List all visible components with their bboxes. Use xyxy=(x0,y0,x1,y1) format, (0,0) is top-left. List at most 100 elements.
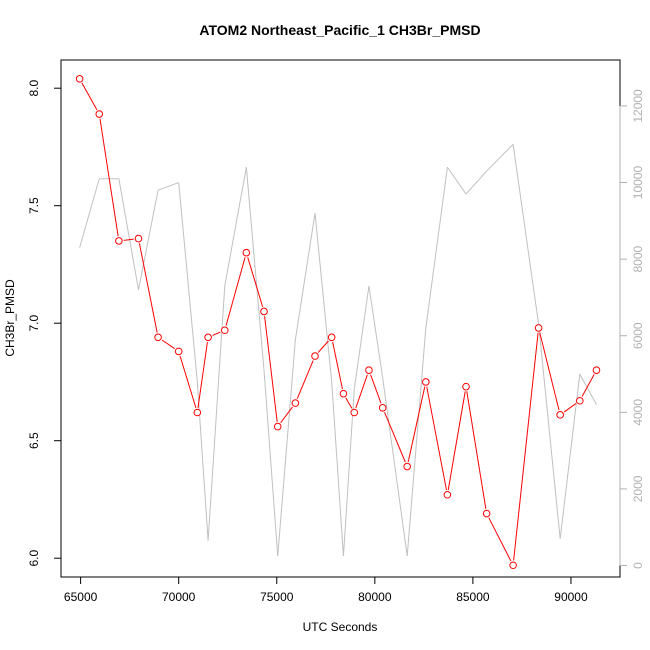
x-tick-label: 75000 xyxy=(260,590,294,604)
data-point-primary xyxy=(75,75,84,83)
series-secondary-segment xyxy=(406,328,427,556)
data-point-primary xyxy=(350,408,359,417)
series-secondary-segment xyxy=(342,389,355,556)
series-secondary-segment xyxy=(353,285,370,390)
series-secondary-segment xyxy=(579,373,597,405)
series-primary-segment xyxy=(466,391,487,509)
series-primary-segment xyxy=(280,406,293,424)
data-point-primary xyxy=(242,248,251,257)
y-tick-label: 7.0 xyxy=(27,315,41,332)
series-secondary-segment xyxy=(207,285,226,541)
data-point-primary xyxy=(291,399,300,407)
data-point-primary xyxy=(311,352,319,360)
series-primary-segment xyxy=(345,397,353,409)
x-tick-label: 85000 xyxy=(456,590,490,604)
series-primary-segment xyxy=(355,374,368,409)
y2-tick-label: 10000 xyxy=(631,166,645,200)
series-primary-segment xyxy=(332,341,343,390)
y2-tick-label: 12000 xyxy=(631,89,645,123)
series-secondary-segment xyxy=(446,166,467,195)
data-point-primary xyxy=(134,234,143,243)
data-point-primary xyxy=(509,561,517,570)
series-primary-segment xyxy=(212,331,221,336)
series-primary-segment xyxy=(179,355,197,409)
data-point-primary xyxy=(462,382,470,391)
series-primary-segment xyxy=(426,386,447,491)
data-point-primary xyxy=(95,110,104,118)
data-point-primary xyxy=(556,411,564,419)
series-secondary-segment xyxy=(465,170,487,195)
data-point-primary xyxy=(403,462,411,471)
series-primary-segment xyxy=(317,340,329,353)
series-secondary-segment xyxy=(178,182,198,382)
series-primary-segment xyxy=(407,386,426,462)
data-point-primary xyxy=(575,396,584,405)
data-point-primary xyxy=(193,408,202,417)
series-primary-segment xyxy=(264,316,278,422)
series-primary-segment xyxy=(99,118,119,237)
series-secondary-segment xyxy=(157,182,179,191)
y2-tick-label: 2000 xyxy=(631,475,645,502)
x-tick-label: 90000 xyxy=(554,590,588,604)
y2-tick-label: 0 xyxy=(631,562,645,569)
series-secondary-segment xyxy=(368,285,384,378)
series-secondary-segment xyxy=(294,213,316,340)
chart-title: ATOM2 Northeast_Pacific_1 CH3Br_PMSD xyxy=(199,22,480,38)
series-primary-segment xyxy=(447,391,466,491)
series-secondary-segment xyxy=(224,167,247,287)
series-primary-segment xyxy=(384,412,406,463)
series-primary-segment xyxy=(370,374,382,404)
secondary-y-axis: 0 2000 4000 6000 8000 10000 12000 xyxy=(619,89,645,569)
series-primary-segment xyxy=(247,257,264,307)
series-secondary-segment xyxy=(118,178,139,290)
series-primary-segment xyxy=(296,360,314,399)
series-secondary-segment xyxy=(425,167,448,329)
y-tick-label: 6.0 xyxy=(27,550,41,567)
y-tick-label: 8.0 xyxy=(27,80,41,97)
series-secondary-segment xyxy=(512,144,540,325)
series-secondary-segment xyxy=(382,377,408,557)
series-primary-segment xyxy=(161,339,176,350)
data-point-primary xyxy=(273,422,282,431)
data-point-primary xyxy=(592,366,601,375)
series-primary-segment xyxy=(581,374,595,397)
data-point-primary xyxy=(378,404,387,412)
data-point-primary xyxy=(204,333,212,342)
plot-frame xyxy=(60,59,621,578)
series-secondary-segment xyxy=(196,381,209,541)
data-point-primary xyxy=(260,307,268,316)
series-primary-segment xyxy=(138,243,158,333)
data-point-primary xyxy=(482,509,491,518)
data-point-primary xyxy=(339,389,348,398)
data-point-primary xyxy=(220,326,229,335)
x-tick-label: 70000 xyxy=(162,590,196,604)
x-axis: 65000 70000 75000 80000 85000 90000 xyxy=(64,576,588,604)
series-secondary-segment xyxy=(331,381,344,556)
data-point-primary xyxy=(174,347,183,356)
series-secondary-segment xyxy=(538,324,561,539)
series-secondary-segment xyxy=(314,213,333,382)
x-axis-label: UTC Seconds xyxy=(303,620,378,634)
series-primary-segment xyxy=(225,257,246,326)
series-secondary-segment xyxy=(79,178,100,248)
data-point-primary xyxy=(534,324,543,332)
series-primary-segment xyxy=(488,517,512,562)
series-primary-segment xyxy=(81,82,98,111)
series-primary-segment xyxy=(563,403,577,413)
data-point-primary xyxy=(327,333,336,342)
series-secondary-segment xyxy=(486,143,514,172)
y-axis: 6.0 6.5 7.0 7.5 8.0 xyxy=(27,80,62,567)
x-tick-label: 65000 xyxy=(64,590,98,604)
series-secondary-segment xyxy=(263,370,279,556)
data-point-primary xyxy=(365,366,373,375)
y-tick-label: 6.5 xyxy=(27,432,41,449)
y2-tick-label: 6000 xyxy=(631,322,645,349)
data-point-primary xyxy=(115,237,123,245)
series-secondary-segment xyxy=(245,167,265,371)
y2-tick-label: 4000 xyxy=(631,399,645,426)
series-layer xyxy=(75,75,601,570)
series-secondary-segment xyxy=(277,339,296,556)
series-primary-segment xyxy=(513,332,539,561)
y-tick-label: 7.5 xyxy=(27,197,41,214)
